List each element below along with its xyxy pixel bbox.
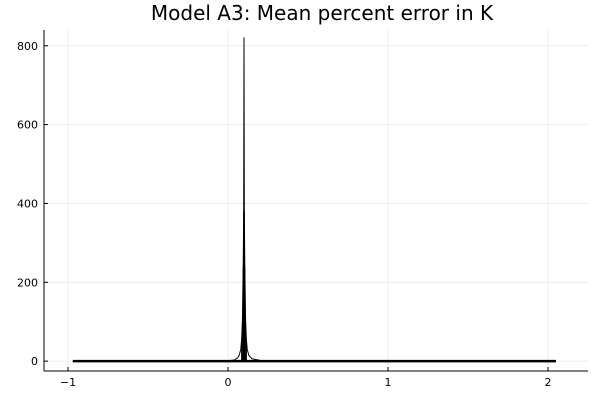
series-line bbox=[72, 37, 557, 362]
y-tick-label: 400 bbox=[17, 197, 38, 210]
y-tick-label: 800 bbox=[17, 40, 38, 53]
x-tick-label: 2 bbox=[545, 376, 552, 389]
x-ticks: −1 0 1 2 bbox=[60, 367, 552, 389]
y-tick-label: 200 bbox=[17, 276, 38, 289]
x-tick-label: 0 bbox=[225, 376, 232, 389]
x-tick-label: 1 bbox=[385, 376, 392, 389]
x-tick-label: −1 bbox=[60, 376, 76, 389]
grid bbox=[44, 30, 588, 371]
plot-series bbox=[72, 37, 557, 363]
chart-title: Model A3: Mean percent error in K bbox=[151, 1, 494, 25]
y-tick-label: 0 bbox=[31, 355, 38, 368]
axes bbox=[43, 30, 588, 372]
y-ticks: 0 200 400 600 800 bbox=[17, 40, 48, 368]
y-tick-label: 600 bbox=[17, 119, 38, 132]
